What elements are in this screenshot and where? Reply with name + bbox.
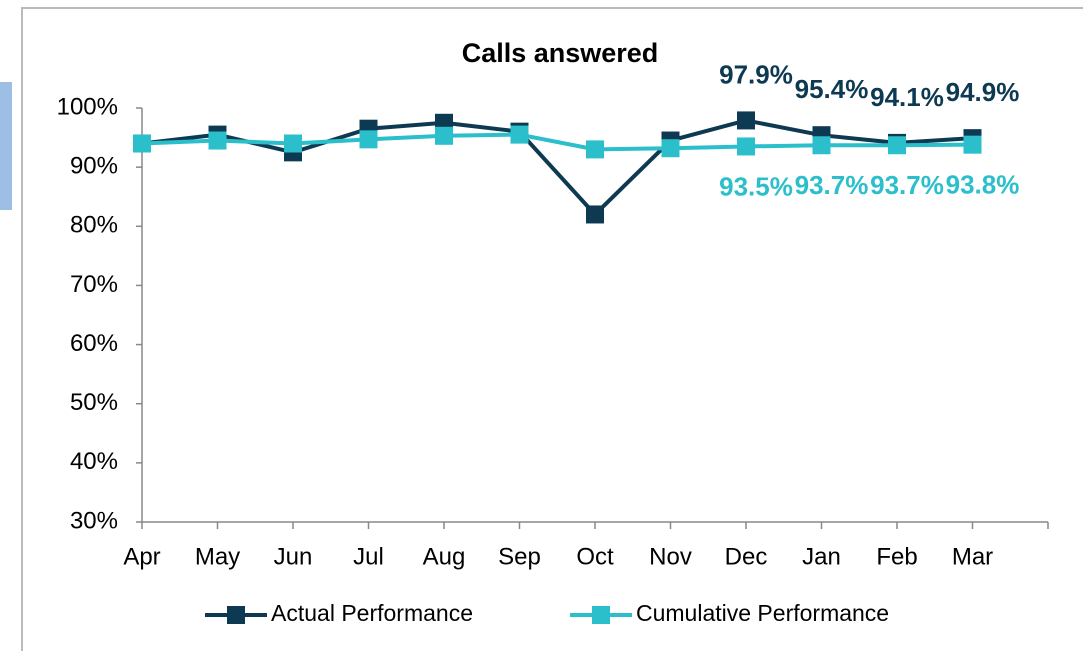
point-marker [963, 135, 982, 154]
y-tick-label: 80% [70, 212, 118, 239]
point-marker [737, 111, 755, 130]
legend-label: Cumulative Performance [636, 600, 889, 626]
series-line [141, 132, 973, 152]
point-marker [888, 136, 906, 155]
point-marker [812, 136, 831, 155]
legend-marker [227, 606, 245, 624]
data-label: 93.7% [795, 170, 869, 200]
y-tick-label: 100% [57, 93, 118, 120]
side-tab [0, 82, 12, 210]
legend-label: Actual Performance [271, 600, 473, 626]
chart-frame [21, 7, 1083, 651]
data-label: 94.1% [870, 82, 944, 112]
point-marker [586, 140, 604, 159]
data-label: 93.8% [946, 170, 1020, 200]
x-tick-label: Mar [952, 543, 993, 570]
data-label: 93.5% [719, 171, 793, 201]
point-marker [435, 126, 453, 145]
y-tick-label: 60% [70, 330, 118, 357]
x-tick-label: Apr [123, 543, 160, 570]
data-label: 94.9% [946, 77, 1020, 107]
series-line [141, 118, 973, 218]
x-tick-label: Feb [876, 543, 917, 570]
y-tick-label: 30% [70, 507, 118, 534]
x-tick-label: Jun [274, 543, 313, 570]
x-tick-label: Aug [423, 543, 466, 570]
y-tick-label: 40% [70, 448, 118, 475]
data-label: 93.7% [870, 170, 944, 200]
chart-title: Calls answered [462, 38, 659, 68]
point-marker [208, 131, 227, 150]
legend-marker [592, 606, 610, 624]
x-tick-label: Oct [576, 543, 614, 570]
point-marker [737, 137, 755, 156]
point-marker [133, 134, 151, 153]
point-marker [284, 134, 302, 153]
x-tick-label: Dec [725, 543, 768, 570]
y-tick-label: 50% [70, 389, 118, 416]
x-tick-label: Jul [353, 543, 384, 570]
y-tick-label: 90% [70, 152, 118, 179]
x-tick-label: Nov [649, 543, 692, 570]
point-marker [586, 205, 604, 224]
y-tick-label: 70% [70, 271, 118, 298]
point-marker [661, 139, 680, 158]
x-tick-label: May [195, 543, 240, 570]
data-label: 97.9% [719, 59, 793, 89]
x-tick-label: Sep [498, 543, 541, 570]
x-tick-label: Jan [802, 543, 841, 570]
data-label: 95.4% [795, 74, 869, 104]
point-marker [510, 125, 529, 144]
point-marker [359, 130, 378, 149]
